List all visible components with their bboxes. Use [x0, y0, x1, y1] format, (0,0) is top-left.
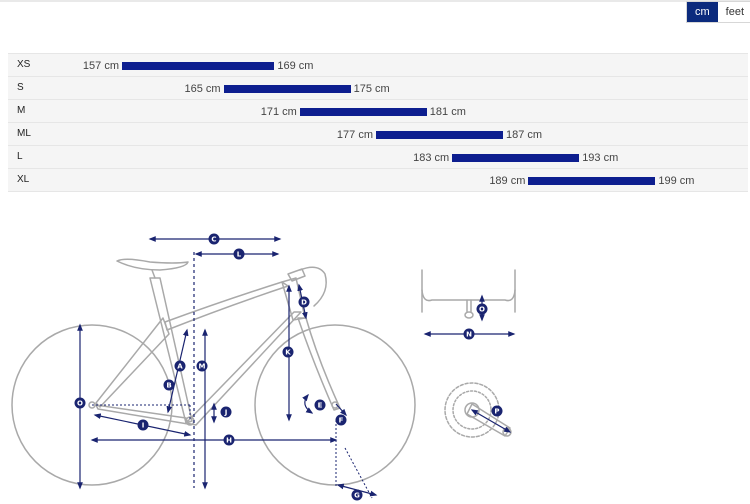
measure-arc-e [302, 393, 314, 414]
svg-text:O: O [77, 400, 83, 408]
handlebar-front-view [421, 269, 516, 302]
size-label: ML [17, 128, 31, 139]
svg-text:J: J [224, 409, 228, 417]
measure-line-p [470, 409, 512, 433]
svg-text:I: I [142, 422, 145, 430]
marker-h: H [223, 434, 235, 446]
svg-text:A: A [177, 363, 183, 371]
measure-line-f [335, 403, 347, 417]
marker-m: M [196, 360, 208, 372]
range-bar [452, 154, 580, 162]
range-min-label: 189 cm [489, 175, 526, 187]
bike-frame-illustration [11, 258, 516, 486]
svg-text:N: N [466, 331, 472, 339]
svg-text:H: H [226, 437, 232, 445]
range-min-label: 183 cm [413, 152, 450, 164]
unit-cm-button[interactable]: cm [687, 2, 718, 22]
size-row-l: L 183 cm 193 cm [8, 145, 748, 168]
svg-text:F: F [339, 417, 344, 425]
svg-text:G: G [354, 492, 360, 500]
size-label: S [17, 82, 24, 93]
range-max-label: 181 cm [429, 106, 466, 118]
geometry-measure-lines [77, 236, 516, 497]
range-min-label: 165 cm [184, 83, 221, 95]
size-row-xl: XL 189 cm 199 cm [8, 168, 748, 192]
svg-text:L: L [237, 251, 242, 259]
range-max-label: 169 cm [277, 60, 314, 72]
size-label: XS [17, 59, 31, 70]
svg-text:K: K [285, 349, 291, 357]
range-bar [528, 177, 656, 185]
unit-toggle[interactable]: cm feet [686, 1, 750, 23]
marker-a: A [174, 360, 186, 372]
marker-n: N [463, 328, 475, 340]
marker-o-bar: O [476, 303, 488, 315]
svg-text:M: M [199, 363, 206, 371]
handlebar-drop [299, 266, 327, 307]
range-max-label: 175 cm [353, 83, 390, 95]
size-row-xs: XS 157 cm 169 cm [8, 53, 748, 76]
top-tube [164, 281, 289, 331]
marker-g: G [351, 489, 363, 501]
front-wheel [254, 324, 416, 486]
svg-text:D: D [301, 299, 307, 307]
marker-j: J [220, 406, 232, 418]
marker-b: B [163, 379, 175, 391]
saddle [116, 258, 189, 271]
geometry-marker-badges: C L D K M A B O J E F I H G O N P [74, 233, 503, 501]
seat-stay [95, 317, 170, 408]
marker-l: L [233, 248, 245, 260]
range-bar [299, 108, 427, 116]
svg-text:C: C [211, 236, 216, 244]
range-min-label: 157 cm [82, 60, 119, 72]
range-bar [376, 131, 503, 139]
svg-text:E: E [318, 402, 323, 410]
svg-text:P: P [494, 408, 499, 416]
size-chart: XS 157 cm 169 cm S 165 cm 175 cm M 171 c… [8, 53, 748, 192]
size-row-m: M 171 cm 181 cm [8, 99, 748, 122]
size-label: XL [17, 174, 30, 185]
size-label: M [17, 105, 26, 116]
marker-f: F [335, 414, 347, 426]
range-max-label: 187 cm [506, 129, 543, 141]
range-max-label: 199 cm [658, 175, 695, 187]
marker-p: P [491, 405, 503, 417]
size-row-s: S 165 cm 175 cm [8, 76, 748, 99]
marker-i: I [137, 419, 149, 431]
top-divider [0, 0, 750, 2]
measure-line-a [166, 328, 189, 414]
range-min-label: 171 cm [260, 106, 297, 118]
size-label: L [17, 151, 23, 162]
svg-text:O: O [479, 306, 485, 314]
stem [287, 268, 306, 282]
svg-text:B: B [166, 382, 171, 390]
range-bar [223, 85, 351, 93]
range-bar [122, 62, 275, 70]
marker-k: K [282, 346, 294, 358]
marker-e: E [314, 399, 326, 411]
unit-feet-button[interactable]: feet [717, 2, 750, 22]
bike-geometry-diagram: C L D K M A B O J E F I H G O N P [11, 233, 516, 501]
marker-c: C [208, 233, 220, 245]
marker-d: D [298, 296, 310, 308]
range-max-label: 193 cm [582, 152, 619, 164]
marker-o: O [74, 397, 86, 409]
size-row-ml: ML 177 cm 187 cm [8, 122, 748, 145]
range-min-label: 177 cm [336, 129, 373, 141]
